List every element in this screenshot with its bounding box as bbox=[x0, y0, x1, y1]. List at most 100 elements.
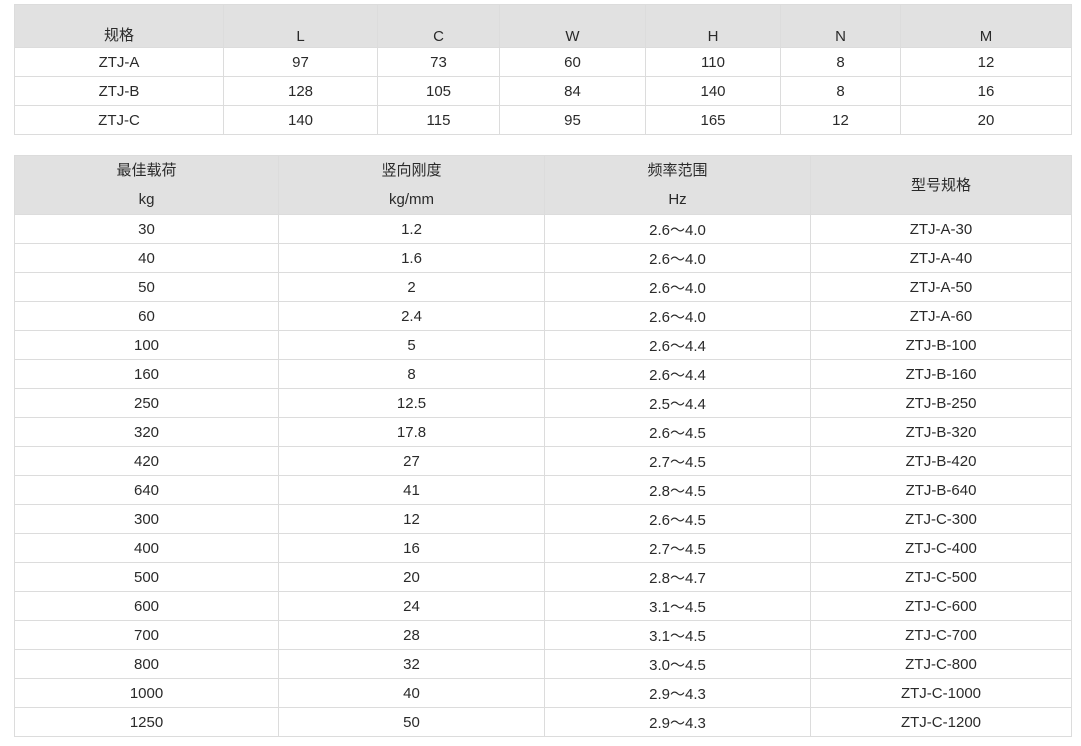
table-cell: 110 bbox=[645, 47, 781, 77]
column-header: W bbox=[499, 4, 646, 48]
table-cell: 95 bbox=[499, 105, 646, 135]
table-cell: ZTJ-B-420 bbox=[810, 446, 1072, 476]
table-cell: ZTJ-C-1200 bbox=[810, 707, 1072, 737]
table-cell: ZTJ-C-700 bbox=[810, 620, 1072, 650]
table-cell: 115 bbox=[377, 105, 500, 135]
column-header: H bbox=[645, 4, 781, 48]
table-cell: ZTJ-B bbox=[14, 76, 224, 106]
column-header-unit: kg bbox=[138, 191, 155, 208]
table-cell: 41 bbox=[278, 475, 545, 505]
table-row: 1250 50 2.9～4.3 ZTJ-C-1200 bbox=[14, 707, 1072, 737]
table-row: 40 1.6 2.6～4.0 ZTJ-A-40 bbox=[14, 243, 1072, 273]
table-cell: 24 bbox=[278, 591, 545, 621]
table-cell: 12 bbox=[780, 105, 901, 135]
column-header-label: 型号规格 bbox=[910, 176, 971, 194]
column-header: 规格 bbox=[14, 4, 224, 48]
table-cell: 5 bbox=[278, 330, 545, 360]
table-row: 800 32 3.0～4.5 ZTJ-C-800 bbox=[14, 649, 1072, 679]
table-cell: ZTJ-B-160 bbox=[810, 359, 1072, 389]
table-cell: ZTJ-A-60 bbox=[810, 301, 1072, 331]
table-cell: ZTJ-C-800 bbox=[810, 649, 1072, 679]
table-row: ZTJ-C 140 115 95 165 12 20 bbox=[14, 105, 1072, 135]
table-cell: 12 bbox=[278, 504, 545, 534]
table-cell: 2.6～4.4 bbox=[544, 359, 811, 389]
table-row: 600 24 3.1～4.5 ZTJ-C-600 bbox=[14, 591, 1072, 621]
table-cell: 2.6～4.0 bbox=[544, 301, 811, 331]
table-cell: ZTJ-A-30 bbox=[810, 214, 1072, 244]
column-header: L bbox=[223, 4, 378, 48]
table-row: 30 1.2 2.6～4.0 ZTJ-A-30 bbox=[14, 214, 1072, 244]
table-header-row: 最佳载荷 kg 竖向刚度 kg/mm 频率范围 Hz 型号规格 bbox=[14, 155, 1072, 215]
table-cell: 17.8 bbox=[278, 417, 545, 447]
column-header: 频率范围 Hz bbox=[544, 155, 811, 215]
table-cell: 2.5～4.4 bbox=[544, 388, 811, 418]
column-header-label: 频率范围 bbox=[647, 162, 708, 179]
table-cell: 140 bbox=[223, 105, 378, 135]
table-cell: 420 bbox=[14, 446, 279, 476]
table-cell: 12 bbox=[900, 47, 1072, 77]
table-cell: 16 bbox=[278, 533, 545, 563]
table-row: 100 5 2.6～4.4 ZTJ-B-100 bbox=[14, 330, 1072, 360]
table-cell: 2.4 bbox=[278, 301, 545, 331]
table-row: 640 41 2.8～4.5 ZTJ-B-640 bbox=[14, 475, 1072, 505]
table-cell: 50 bbox=[278, 707, 545, 737]
table-cell: 800 bbox=[14, 649, 279, 679]
table-cell: 160 bbox=[14, 359, 279, 389]
table-cell: 16 bbox=[900, 76, 1072, 106]
table-row: 60 2.4 2.6～4.0 ZTJ-A-60 bbox=[14, 301, 1072, 331]
table-row: 420 27 2.7～4.5 ZTJ-B-420 bbox=[14, 446, 1072, 476]
table-cell: 320 bbox=[14, 417, 279, 447]
table-cell: 50 bbox=[14, 272, 279, 302]
dimensions-table: 规格 L C W H N M ZTJ-A 97 73 60 110 8 12 ZTJ-B 128 105 84 1… bbox=[14, 4, 1072, 135]
table-cell: 2.7～4.5 bbox=[544, 533, 811, 563]
table-cell: ZTJ-C-300 bbox=[810, 504, 1072, 534]
column-header: 竖向刚度 kg/mm bbox=[278, 155, 545, 215]
column-header-unit: Hz bbox=[668, 191, 687, 208]
table-row: 250 12.5 2.5～4.4 ZTJ-B-250 bbox=[14, 388, 1072, 418]
table-cell: 12.5 bbox=[278, 388, 545, 418]
table-cell: 2.6～4.0 bbox=[544, 214, 811, 244]
table-cell: 8 bbox=[278, 359, 545, 389]
table-cell: 40 bbox=[278, 678, 545, 708]
table-cell: ZTJ-A-40 bbox=[810, 243, 1072, 273]
table-cell: ZTJ-A-50 bbox=[810, 272, 1072, 302]
table-cell: ZTJ-C bbox=[14, 105, 224, 135]
table-cell: 2.9～4.3 bbox=[544, 707, 811, 737]
column-header-unit: kg/mm bbox=[389, 191, 434, 208]
table-cell: 60 bbox=[499, 47, 646, 77]
table-cell: 3.1～4.5 bbox=[544, 591, 811, 621]
table-cell: 400 bbox=[14, 533, 279, 563]
table-cell: 165 bbox=[645, 105, 781, 135]
table-cell: 3.0～4.5 bbox=[544, 649, 811, 679]
table-cell: 128 bbox=[223, 76, 378, 106]
table-cell: ZTJ-B-250 bbox=[810, 388, 1072, 418]
table-row: 1000 40 2.9～4.3 ZTJ-C-1000 bbox=[14, 678, 1072, 708]
table-cell: 1000 bbox=[14, 678, 279, 708]
table-cell: ZTJ-C-400 bbox=[810, 533, 1072, 563]
column-header-label: 竖向刚度 bbox=[381, 162, 442, 179]
table-cell: 28 bbox=[278, 620, 545, 650]
table-row: ZTJ-B 128 105 84 140 8 16 bbox=[14, 76, 1072, 106]
table-cell: 2.6～4.0 bbox=[544, 243, 811, 273]
table-cell: ZTJ-B-640 bbox=[810, 475, 1072, 505]
table-row: ZTJ-A 97 73 60 110 8 12 bbox=[14, 47, 1072, 77]
table-cell: 600 bbox=[14, 591, 279, 621]
table-cell: ZTJ-C-1000 bbox=[810, 678, 1072, 708]
column-header: C bbox=[377, 4, 500, 48]
table-cell: 8 bbox=[780, 76, 901, 106]
table-row: 160 8 2.6～4.4 ZTJ-B-160 bbox=[14, 359, 1072, 389]
table-row: 320 17.8 2.6～4.5 ZTJ-B-320 bbox=[14, 417, 1072, 447]
table-cell: 1.2 bbox=[278, 214, 545, 244]
column-header: 最佳载荷 kg bbox=[14, 155, 279, 215]
table-cell: 20 bbox=[278, 562, 545, 592]
table-cell: 2.6～4.5 bbox=[544, 504, 811, 534]
table-cell: 1250 bbox=[14, 707, 279, 737]
table-cell: 640 bbox=[14, 475, 279, 505]
table-cell: 73 bbox=[377, 47, 500, 77]
table-cell: 32 bbox=[278, 649, 545, 679]
table-cell: 84 bbox=[499, 76, 646, 106]
table-cell: 2.6～4.5 bbox=[544, 417, 811, 447]
table-cell: 3.1～4.5 bbox=[544, 620, 811, 650]
table-cell: 2.8～4.5 bbox=[544, 475, 811, 505]
table-cell: ZTJ-C-600 bbox=[810, 591, 1072, 621]
